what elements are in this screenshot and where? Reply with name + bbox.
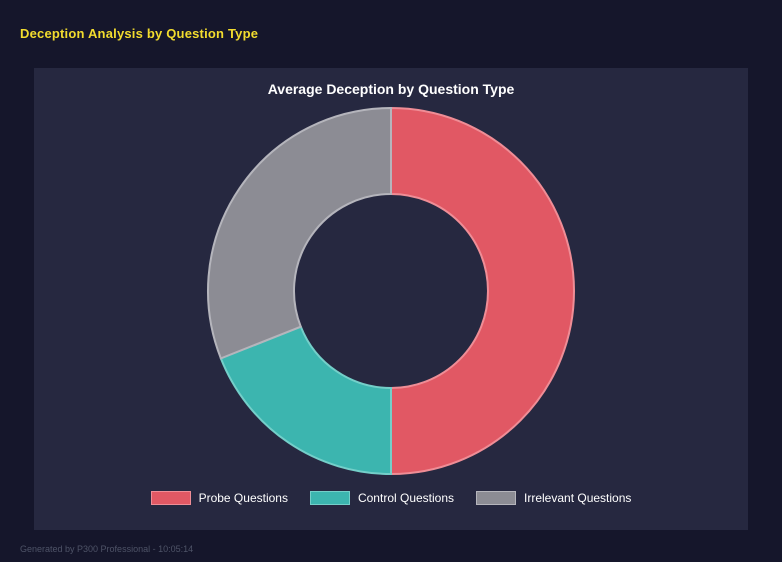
donut-chart[interactable] (201, 101, 581, 481)
legend-item[interactable]: Irrelevant Questions (476, 491, 631, 505)
legend-swatch (150, 491, 191, 505)
donut-segment-1[interactable] (219, 325, 392, 476)
donut-segment-0[interactable] (390, 106, 575, 476)
legend-label: Probe Questions (198, 491, 288, 505)
chart-panel: Average Deception by Question Type Probe… (34, 68, 748, 530)
legend-label: Control Questions (357, 491, 455, 505)
legend-swatch (476, 491, 517, 505)
legend-item[interactable]: Control Questions (309, 491, 455, 505)
chart-title: Average Deception by Question Type (267, 81, 515, 97)
page-title: Deception Analysis by Question Type (20, 26, 259, 41)
legend-swatch (309, 491, 350, 505)
chart-legend: Probe Questions Control Questions Irreleva… (150, 491, 631, 505)
legend-item[interactable]: Probe Questions (150, 491, 288, 505)
footer-text: Generated by P300 Professional - 10:05:1… (20, 544, 194, 554)
donut-segment-2[interactable] (207, 106, 392, 360)
legend-label: Irrelevant Questions (524, 491, 632, 505)
